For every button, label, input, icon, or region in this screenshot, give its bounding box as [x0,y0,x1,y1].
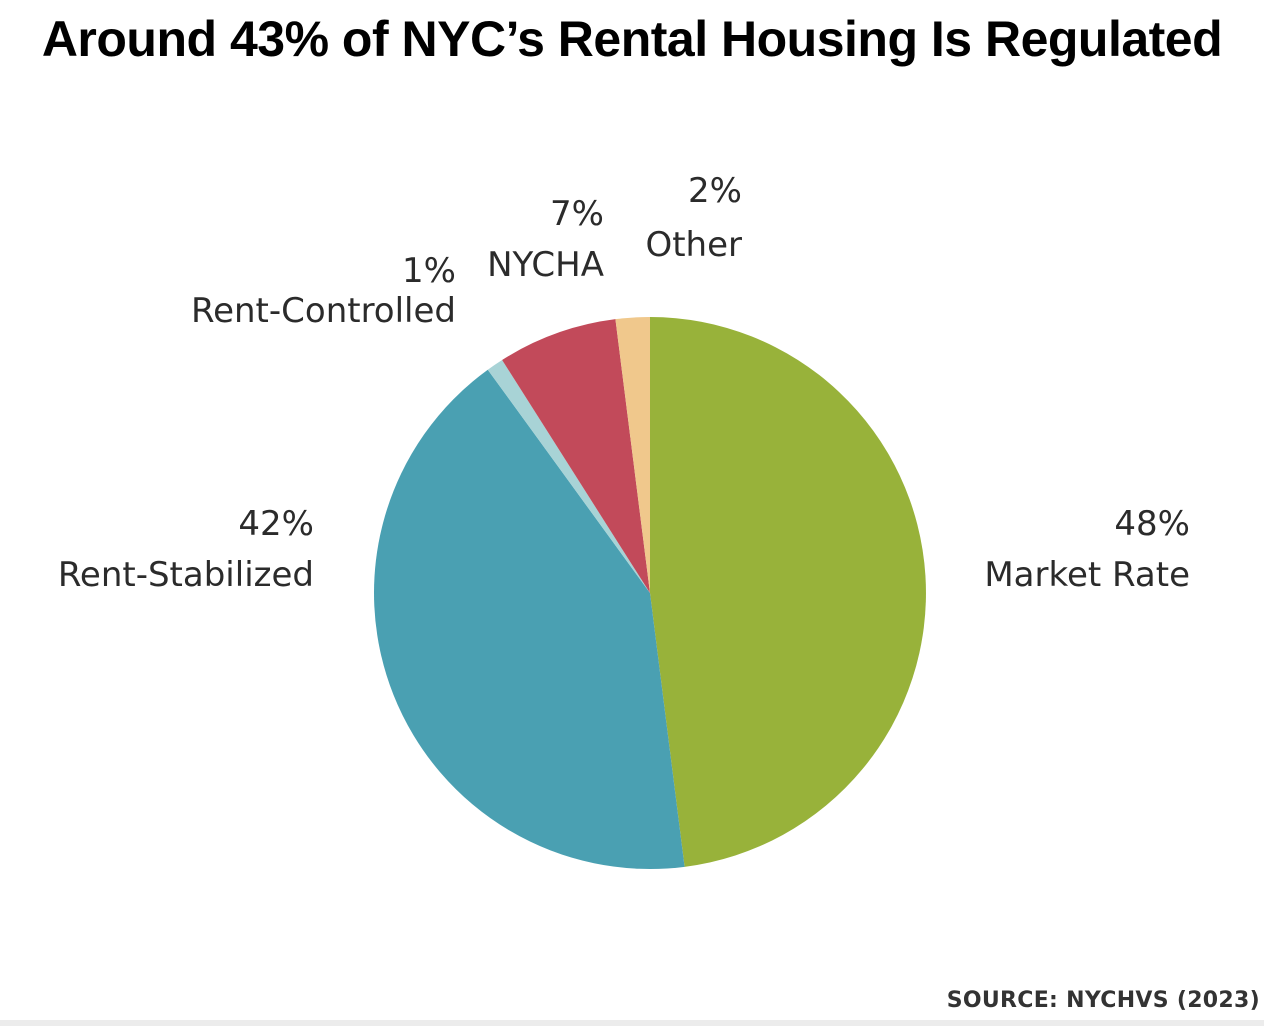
slice-value-label: 42% [238,504,314,544]
slice-value-label: 7% [550,194,604,234]
slice-category-label: Market Rate [984,555,1190,595]
slice-category-label: Other [645,225,742,265]
pie-slice-market-rate [650,317,926,867]
slice-category-label: Rent-Controlled [191,291,456,331]
pie-slice-other [615,317,650,593]
slice-category-label: Rent-Stabilized [58,555,314,595]
pie-slices [374,317,926,869]
chart-title: Around 43% of NYC’s Rental Housing Is Re… [41,11,1223,67]
source-note: SOURCE: NYCHVS (2023) [946,988,1260,1013]
pie-slice-rent-stabilized [374,369,685,869]
pie-slice-rent-controlled [487,359,650,593]
slice-category-label: NYCHA [487,245,604,285]
pie-slice-nycha [502,319,650,593]
slice-value-label: 1% [402,251,456,291]
bottom-divider [0,1020,1264,1026]
slice-value-label: 48% [1114,504,1190,544]
slice-value-label: 2% [688,171,742,211]
slice-labels: 48% Market Rate 42% Rent-Stabilized 1%Rent-C… [58,171,1190,595]
